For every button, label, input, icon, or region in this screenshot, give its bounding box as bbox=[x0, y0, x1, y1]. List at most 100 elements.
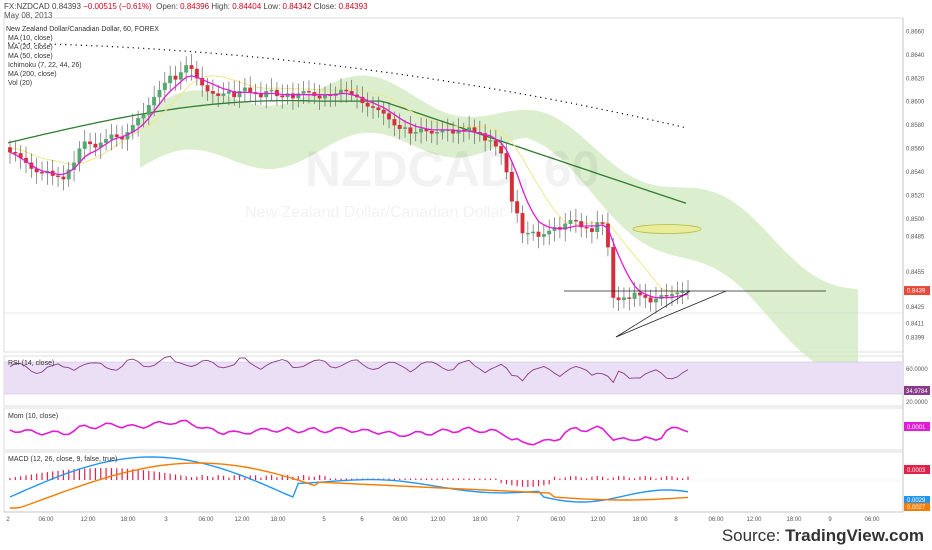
price-tick-label: 0.8485 bbox=[906, 235, 925, 241]
symbol-name: FX:NZDCAD bbox=[4, 2, 50, 11]
pane-frame-3 bbox=[3, 451, 904, 513]
time-tick-label: 06:00 bbox=[392, 517, 408, 523]
candle bbox=[61, 176, 66, 180]
candle bbox=[547, 230, 552, 235]
candle bbox=[605, 223, 610, 248]
price-tick-label: 0.8455 bbox=[906, 270, 925, 276]
candle bbox=[408, 127, 413, 134]
indicator-ma10[interactable]: MA (10, close) bbox=[8, 35, 53, 42]
macd-hist-badge-label: 0.0003 bbox=[907, 468, 926, 474]
indicator-ma50[interactable]: MA (50, close) bbox=[8, 53, 53, 60]
candle bbox=[579, 221, 584, 228]
candle bbox=[600, 222, 605, 224]
candle bbox=[82, 141, 87, 149]
candle bbox=[595, 222, 600, 233]
candle bbox=[664, 295, 669, 297]
rsi-pane-label[interactable]: RSI (14, close) bbox=[8, 360, 55, 367]
time-tick-label: 2 bbox=[6, 517, 10, 523]
candle bbox=[563, 223, 568, 230]
candle bbox=[520, 212, 525, 234]
candle bbox=[189, 65, 194, 70]
drawn-triangle-lower-edge bbox=[615, 290, 727, 338]
candle bbox=[643, 295, 648, 298]
rsi-value-badge-label: 34.9784 bbox=[906, 389, 928, 395]
candle bbox=[392, 119, 397, 126]
indicator-vol[interactable]: Vol (20) bbox=[8, 80, 33, 87]
signal-value-badge-label: 0.0027 bbox=[907, 505, 926, 511]
candle bbox=[157, 89, 162, 98]
close-label: Close: bbox=[313, 2, 337, 11]
candle bbox=[184, 65, 189, 73]
candle bbox=[194, 68, 199, 79]
price-tick-label: 0.8540 bbox=[906, 170, 925, 176]
candle bbox=[178, 72, 183, 80]
open-label: Open: bbox=[156, 2, 178, 11]
mom-value-badge bbox=[904, 422, 930, 431]
candle bbox=[301, 91, 306, 94]
candle bbox=[525, 232, 530, 235]
high-label: High: bbox=[211, 2, 230, 11]
signal-value-badge bbox=[904, 503, 930, 511]
candle bbox=[317, 95, 322, 99]
candle bbox=[648, 297, 653, 303]
candle bbox=[226, 91, 231, 94]
candle bbox=[216, 93, 221, 97]
macd-hist-badge bbox=[904, 465, 930, 474]
candle bbox=[403, 127, 408, 129]
candle bbox=[280, 95, 285, 98]
candle bbox=[429, 130, 434, 134]
time-tick-label: 06:00 bbox=[708, 517, 724, 523]
time-tick-label: 18:00 bbox=[270, 517, 286, 523]
candle bbox=[146, 105, 151, 115]
mom-pane-label[interactable]: Mom (10, close) bbox=[8, 413, 59, 420]
time-tick-label: 3 bbox=[164, 517, 168, 523]
price-tick-label: 0.8520 bbox=[906, 194, 925, 200]
candle bbox=[360, 96, 365, 104]
candle bbox=[152, 96, 157, 106]
candle bbox=[387, 113, 391, 120]
candle bbox=[536, 231, 541, 237]
macd-pane-label[interactable]: MACD (12, 26, close, 9, false, true) bbox=[8, 456, 118, 463]
time-tick-label: 9 bbox=[828, 517, 832, 523]
open-value: 0.84396 bbox=[180, 2, 210, 11]
candle bbox=[104, 139, 109, 143]
candle bbox=[296, 93, 301, 99]
candle bbox=[654, 298, 658, 303]
candle bbox=[616, 297, 621, 301]
candle bbox=[376, 107, 381, 111]
candle bbox=[13, 152, 18, 154]
candle bbox=[66, 169, 71, 180]
time-tick-label: 12:00 bbox=[430, 517, 446, 523]
last-price: 0.84393 bbox=[52, 2, 81, 11]
time-tick-label: 18:00 bbox=[632, 517, 648, 523]
time-tick-label: 12:00 bbox=[80, 517, 96, 523]
price-change: −0.00515 (−0.61%) bbox=[83, 2, 152, 11]
macd-value-badge bbox=[904, 496, 930, 504]
candle bbox=[168, 75, 173, 84]
source-prefix: Source: bbox=[721, 526, 786, 545]
candle bbox=[290, 93, 295, 99]
indicator-ma200[interactable]: MA (200, close) bbox=[8, 71, 57, 78]
candle bbox=[8, 147, 12, 153]
indicator-ichimoku[interactable]: Ichimoku (7, 22, 44, 26) bbox=[8, 62, 82, 69]
candle bbox=[173, 75, 178, 80]
candle bbox=[413, 132, 418, 134]
price-tick-label: 0.8425 bbox=[906, 305, 925, 311]
candle bbox=[515, 201, 520, 214]
time-tick-label: 06:00 bbox=[198, 517, 214, 523]
price-tick-label: 0.8399 bbox=[906, 335, 925, 341]
candle bbox=[232, 91, 237, 98]
candle bbox=[584, 227, 589, 229]
price-tick-label: 0.8640 bbox=[906, 53, 925, 59]
symbol-header: FX:NZDCAD 0.84393 −0.00515 (−0.61%) Open… bbox=[4, 2, 368, 11]
close-value: 0.84393 bbox=[338, 2, 368, 11]
price-tick-label: 0.8620 bbox=[906, 76, 925, 82]
indicator-ma20[interactable]: MA (20, close) bbox=[8, 44, 53, 51]
time-tick-label: 7 bbox=[516, 517, 520, 523]
source-brand: TradingView.com bbox=[785, 526, 924, 545]
candle bbox=[483, 133, 488, 141]
candle bbox=[568, 220, 573, 224]
candle bbox=[109, 134, 114, 140]
candle bbox=[344, 89, 349, 92]
candle bbox=[210, 91, 215, 94]
